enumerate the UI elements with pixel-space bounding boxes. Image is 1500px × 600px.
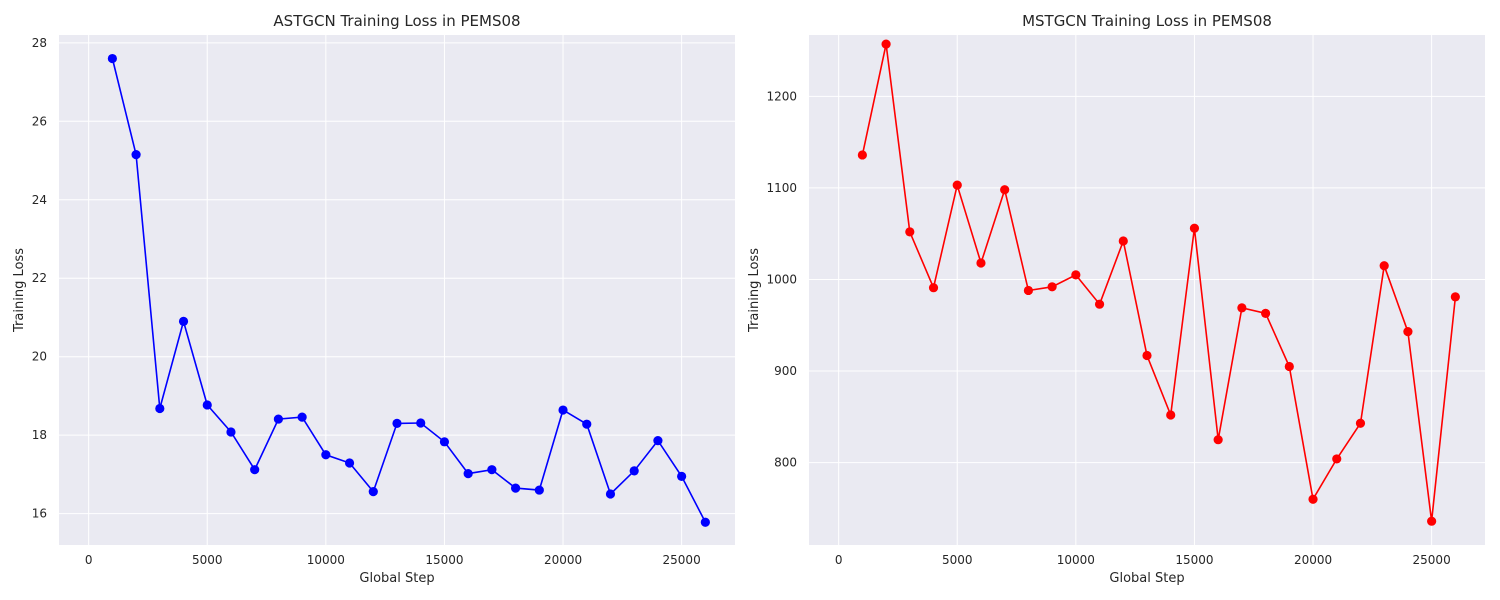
mstgcn-plot-area bbox=[809, 35, 1485, 545]
mstgcn-grid bbox=[809, 35, 1485, 545]
mstgcn-data-point bbox=[952, 180, 962, 190]
astgcn-data-point bbox=[250, 465, 260, 475]
mstgcn-y-tick-label: 900 bbox=[774, 364, 797, 378]
mstgcn-data-point bbox=[976, 258, 986, 268]
mstgcn-x-tick-label: 25000 bbox=[1413, 553, 1451, 567]
mstgcn-data-point bbox=[1260, 308, 1271, 318]
astgcn-data-point bbox=[653, 436, 663, 446]
astgcn-data-point bbox=[463, 469, 473, 479]
astgcn-data-point bbox=[677, 471, 687, 481]
astgcn-data-point bbox=[487, 465, 497, 475]
astgcn-data-point bbox=[510, 483, 521, 493]
mstgcn-x-axis-label: Global Step bbox=[1109, 571, 1184, 586]
mstgcn-data-point bbox=[1166, 410, 1176, 420]
astgcn-data-point bbox=[605, 489, 616, 499]
mstgcn-y-tick-label: 1100 bbox=[766, 181, 797, 195]
astgcn-plot-area bbox=[59, 35, 735, 545]
astgcn-panel: 0 5000 10000 15000 20000 2500016182022242628 … bbox=[12, 12, 735, 586]
astgcn-chart-title: ASTGCN Training Loss in PEMS08 bbox=[273, 12, 520, 30]
mstgcn-data-point bbox=[1427, 516, 1437, 526]
astgcn-data-point bbox=[131, 150, 141, 160]
mstgcn-data-point bbox=[1355, 418, 1366, 428]
astgcn-data-point bbox=[629, 466, 639, 476]
mstgcn-x-tick-label: 10000 bbox=[1057, 553, 1095, 567]
astgcn-data-point bbox=[368, 487, 378, 497]
astgcn-data-point bbox=[558, 405, 568, 415]
astgcn-x-tick-label: 20000 bbox=[544, 553, 582, 567]
astgcn-data-point bbox=[202, 400, 212, 410]
mstgcn-data-point bbox=[1213, 435, 1223, 445]
mstgcn-data-point bbox=[1403, 327, 1413, 337]
mstgcn-x-tick-label: 0 bbox=[835, 553, 843, 567]
mstgcn-y-tick-label: 1000 bbox=[766, 272, 797, 286]
mstgcn-data-point bbox=[1450, 292, 1460, 302]
mstgcn-loss-line bbox=[861, 44, 1457, 522]
mstgcn-data-point bbox=[1332, 454, 1342, 464]
mstgcn-chart-title: MSTGCN Training Loss in PEMS08 bbox=[1022, 12, 1272, 30]
astgcn-x-tick-label: 0 bbox=[85, 553, 93, 567]
astgcn-data-point bbox=[297, 412, 307, 422]
mstgcn-data-point bbox=[1379, 261, 1389, 271]
astgcn-data-point bbox=[439, 437, 450, 447]
astgcn-y-tick-label: 28 bbox=[32, 36, 47, 50]
mstgcn-data-point bbox=[1237, 303, 1247, 313]
mstgcn-data-point bbox=[1308, 494, 1318, 504]
astgcn-x-axis-label: Global Step bbox=[359, 571, 434, 586]
astgcn-data-point bbox=[416, 418, 426, 428]
mstgcn-data-point bbox=[1284, 361, 1294, 372]
astgcn-data-point bbox=[700, 517, 710, 527]
mstgcn-data-point bbox=[905, 227, 915, 237]
astgcn-data-point bbox=[534, 485, 544, 495]
mstgcn-data-point bbox=[1118, 236, 1128, 246]
astgcn-y-tick-label: 26 bbox=[32, 114, 47, 128]
astgcn-y-tick-label: 20 bbox=[32, 350, 47, 364]
mstgcn-loss-points bbox=[857, 39, 1460, 526]
astgcn-grid bbox=[59, 35, 735, 545]
astgcn-data-point bbox=[582, 419, 592, 429]
mstgcn-data-point bbox=[1071, 270, 1081, 280]
astgcn-data-point bbox=[273, 414, 284, 424]
mstgcn-data-point bbox=[1094, 299, 1105, 309]
astgcn-data-point bbox=[344, 458, 355, 468]
astgcn-loss-points bbox=[107, 53, 710, 527]
mstgcn-x-tick-label: 5000 bbox=[942, 553, 973, 567]
astgcn-data-point bbox=[155, 403, 165, 414]
astgcn-x-tick-label: 25000 bbox=[663, 553, 701, 567]
mstgcn-y-tick-label: 800 bbox=[774, 456, 797, 470]
mstgcn-data-point bbox=[1023, 285, 1034, 296]
astgcn-y-tick-label: 22 bbox=[32, 271, 47, 285]
mstgcn-data-point bbox=[1189, 223, 1200, 233]
mstgcn-data-point bbox=[1047, 282, 1057, 292]
mstgcn-x-tick-label: 20000 bbox=[1294, 553, 1332, 567]
astgcn-ticks: 0 5000 10000 15000 20000 25000 16 18 20 22 24 26 28 bbox=[32, 36, 701, 567]
astgcn-data-point bbox=[321, 450, 331, 460]
astgcn-y-tick-label: 16 bbox=[32, 507, 47, 521]
mstgcn-data-point bbox=[928, 283, 939, 293]
astgcn-data-point bbox=[392, 418, 402, 428]
astgcn-y-axis-label: Training Loss bbox=[12, 248, 27, 333]
astgcn-x-tick-label: 15000 bbox=[425, 553, 463, 567]
astgcn-data-point bbox=[226, 427, 236, 437]
mstgcn-y-axis-label: Training Loss bbox=[747, 248, 762, 333]
astgcn-data-point bbox=[107, 53, 117, 64]
astgcn-y-tick-label: 18 bbox=[32, 428, 47, 442]
mstgcn-ticks: 0 5000 10000 15000 20000 25000 800 900 1000 1100 1… bbox=[766, 89, 1450, 567]
astgcn-x-tick-label: 5000 bbox=[192, 553, 223, 567]
astgcn-x-tick-label: 10000 bbox=[307, 553, 345, 567]
mstgcn-panel: 0 5000 10000 15000 20000 25000 800 900 1000 1100 1… bbox=[747, 12, 1485, 586]
mstgcn-data-point bbox=[1142, 350, 1152, 361]
mstgcn-y-tick-label: 1200 bbox=[766, 89, 797, 103]
mstgcn-data-point bbox=[1000, 185, 1010, 195]
astgcn-loss-line bbox=[111, 58, 707, 523]
mstgcn-data-point bbox=[857, 150, 867, 160]
astgcn-y-tick-label: 24 bbox=[32, 193, 47, 207]
mstgcn-data-point bbox=[881, 39, 891, 49]
mstgcn-x-tick-label: 15000 bbox=[1175, 553, 1213, 567]
astgcn-data-point bbox=[178, 316, 189, 326]
